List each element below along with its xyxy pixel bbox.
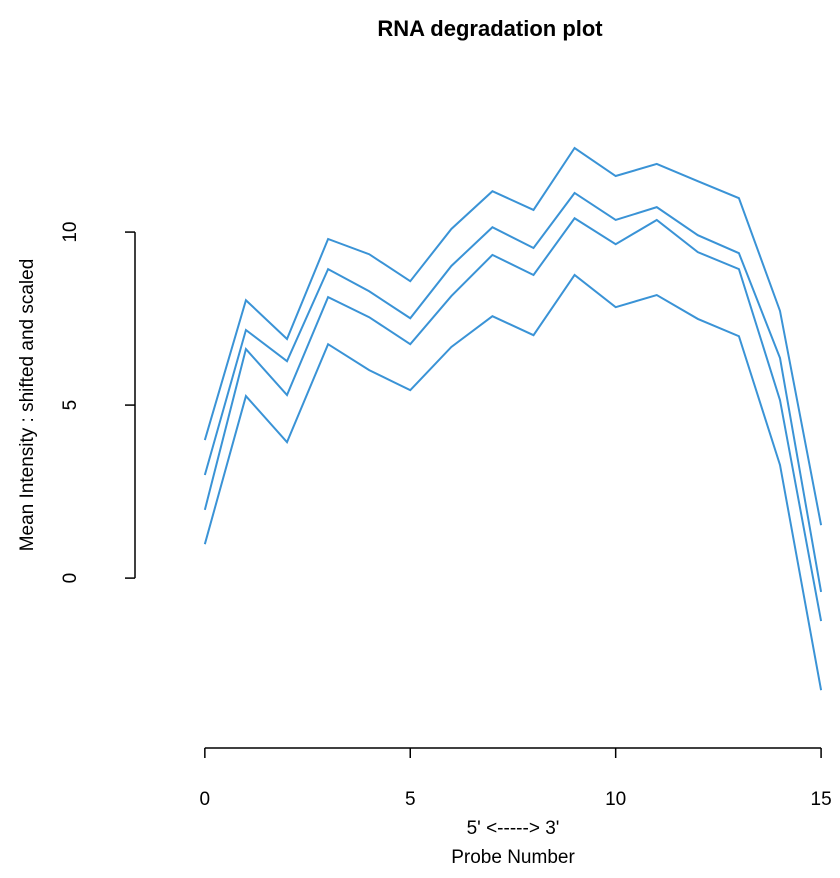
data-line	[203, 273, 823, 691]
x-tick-label: 10	[605, 789, 626, 810]
y-axis-label: Mean Intensity : shifted and scaled	[17, 259, 38, 552]
x-tick-label: 0	[200, 789, 211, 810]
data-line	[203, 216, 823, 622]
x-axis-subtitle: 5' <-----> 3'	[467, 818, 560, 839]
chart-title: RNA degradation plot	[377, 16, 603, 41]
x-axis-label: Probe Number	[451, 847, 575, 868]
y-tick-label: 10	[60, 222, 81, 243]
x-tick-label: 15	[811, 789, 832, 810]
x-tick-label: 5	[405, 789, 416, 810]
data-line	[203, 146, 823, 526]
y-tick-label: 0	[60, 573, 81, 584]
data-line	[203, 191, 823, 593]
y-tick-label: 5	[60, 400, 81, 411]
